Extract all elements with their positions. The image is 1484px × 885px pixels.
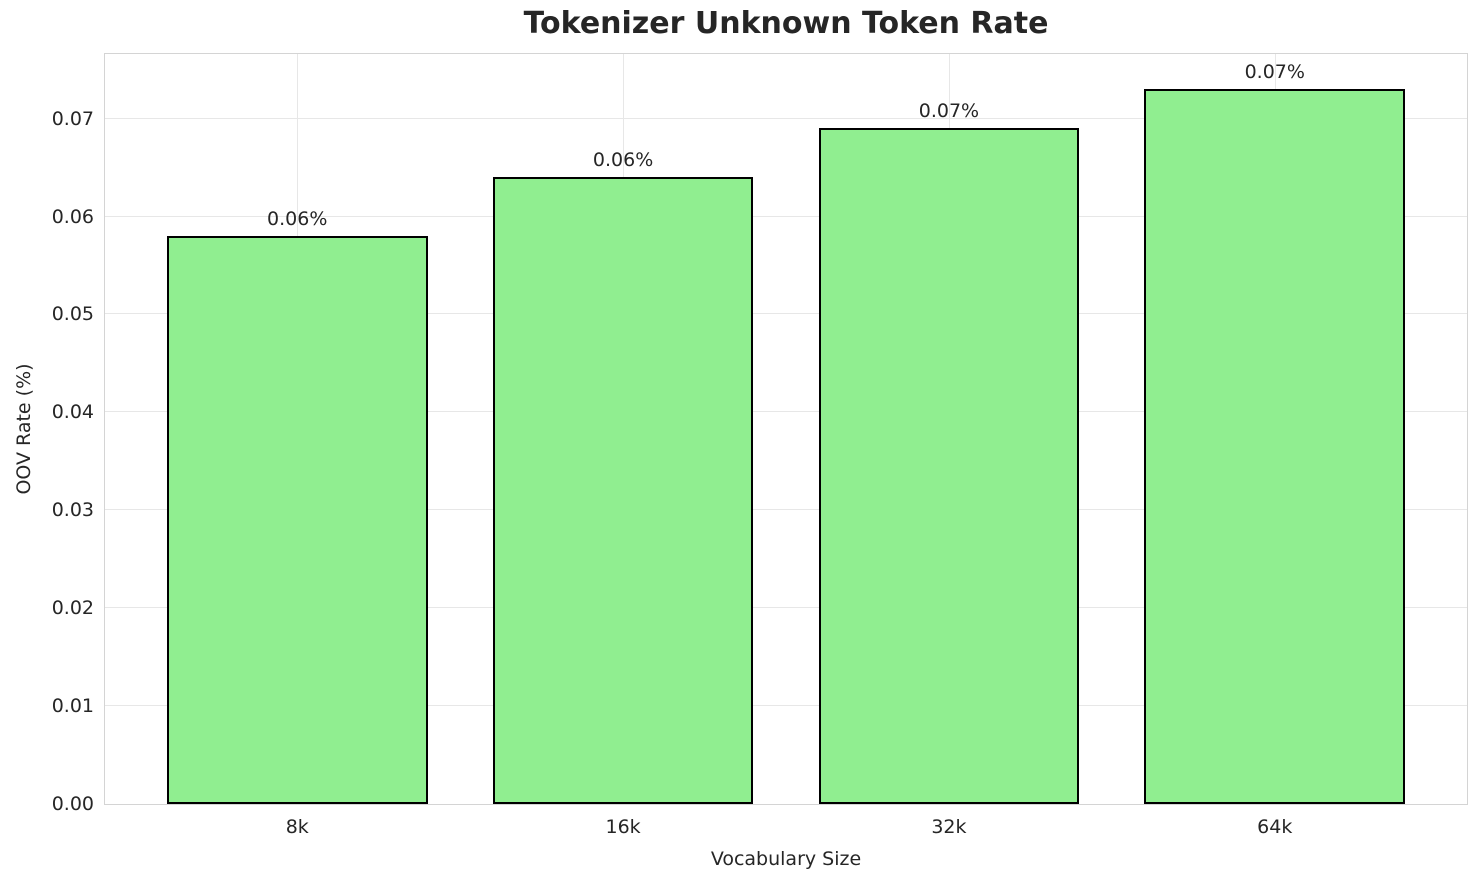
chart-title: Tokenizer Unknown Token Rate [523,6,1049,41]
plot-area: 0.00 0.01 0.02 0.03 0.04 0.05 0.06 0.07 0.06% 8k 0… [52,53,1468,838]
y-gridline [105,215,1467,217]
y-gridline [105,117,1467,119]
y-gridline [105,607,1467,609]
bar-16k [492,177,754,804]
bar-value-label: 0.06% [592,149,654,172]
y-gridline [105,411,1467,413]
y-tick-label: 0.02 [51,597,94,620]
y-axis-label: OOV Rate (%) [13,363,35,495]
y-tick-label: 0.00 [51,793,94,815]
x-tick-label: 8k [285,816,309,838]
x-tick-label: 32k [931,816,967,838]
bar-value-label: 0.06% [267,208,328,231]
x-tick-label: 64k [1257,816,1293,838]
x-axis-label: Vocabulary Size [710,848,862,870]
x-tick-label: 16k [605,816,641,838]
y-tick-label: 0.01 [51,695,94,718]
y-tick-label: 0.07 [51,107,94,130]
bar-64k [1144,89,1406,804]
bar-32k [818,128,1080,804]
y-tick-label: 0.05 [51,303,94,326]
y-gridline [105,509,1467,511]
y-gridline [105,313,1467,315]
y-gridline [105,705,1467,707]
y-tick-label: 0.03 [51,499,94,522]
bar-value-label: 0.07% [1244,61,1305,84]
y-tick-label: 0.06 [51,205,94,228]
bar-8k [166,236,428,804]
y-tick-label: 0.04 [51,401,94,424]
bar-value-label: 0.07% [918,100,980,123]
